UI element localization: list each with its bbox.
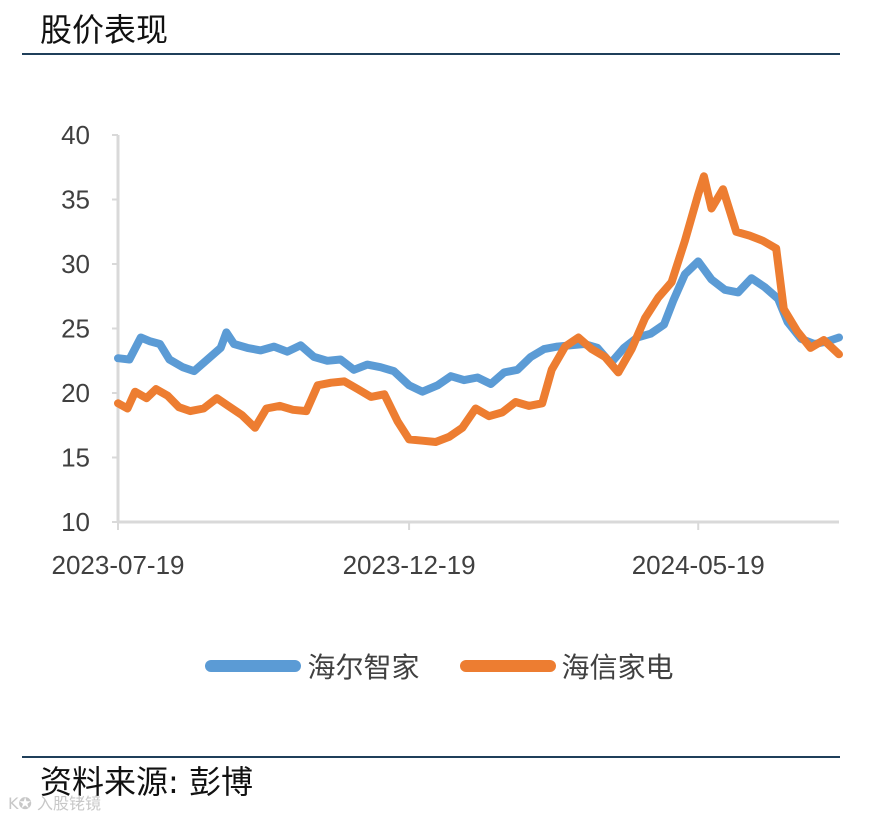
y-tick-label: 35 (61, 185, 90, 215)
chart-tick-labels: 10 15 20 25 30 35 40 2023-07-19 2023-12-19 2024-0… (52, 120, 765, 580)
y-tick-label: 25 (61, 314, 90, 344)
y-tick-label: 40 (61, 120, 90, 150)
chart-legend: 海尔智家 海信家电 (0, 646, 879, 686)
title-divider (22, 53, 840, 55)
legend-label-series-1: 海信家电 (561, 651, 674, 684)
legend-item-series-1: 海信家电 (459, 646, 674, 686)
y-tick-label: 20 (61, 378, 90, 408)
x-tick-label: 2023-12-19 (343, 550, 476, 580)
legend-label-series-0: 海尔智家 (307, 651, 420, 684)
legend-swatch-series-1 (459, 660, 556, 672)
chart-axes (112, 134, 839, 530)
data-source-note: 资料来源: 彭博 (40, 763, 253, 801)
watermark-logo: K✪ 入股铑镜 (8, 794, 101, 813)
y-tick-label: 15 (61, 443, 90, 473)
x-tick-label: 2024-05-19 (632, 550, 765, 580)
chart-series-lines (114, 172, 843, 446)
legend-swatch-series-0 (205, 660, 302, 672)
footer-divider (22, 756, 840, 758)
stock-price-chart: 10 15 20 25 30 35 40 2023-07-19 2023-12-19 2024-0… (52, 120, 843, 580)
series-line-0 (114, 257, 843, 396)
legend-item-series-0: 海尔智家 (205, 646, 420, 686)
series-line-1 (114, 172, 843, 446)
page-title: 股价表现 (40, 11, 169, 49)
x-tick-label: 2023-07-19 (52, 550, 185, 580)
y-tick-label: 10 (61, 507, 90, 537)
y-tick-label: 30 (61, 249, 90, 279)
